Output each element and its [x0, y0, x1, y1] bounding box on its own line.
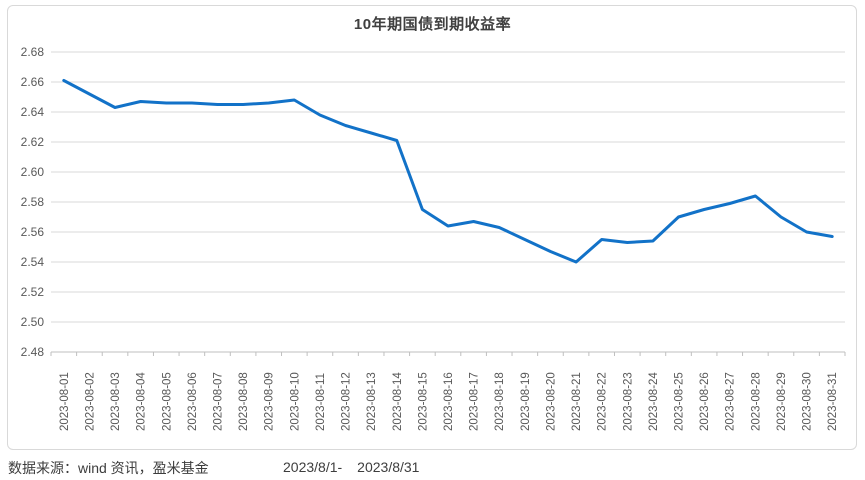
date-range-start: 2023/8/1-	[283, 459, 343, 475]
chart-title: 10年期国债到期收益率	[353, 16, 512, 33]
date-range-end: 2023/8/31	[357, 459, 420, 475]
date-range-label: 2023/8/1- 2023/8/31	[283, 459, 419, 475]
chart-card	[7, 5, 857, 450]
data-source-label: 数据来源：wind 资讯，盈米基金	[8, 460, 209, 476]
